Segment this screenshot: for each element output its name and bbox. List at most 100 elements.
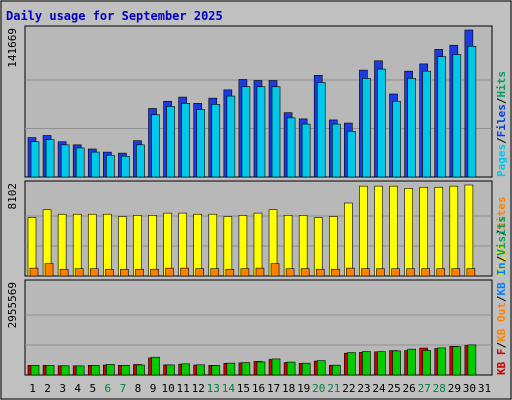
visits-bar (344, 202, 353, 277)
kb-in-bar (106, 364, 115, 376)
kb-in-bar (45, 365, 55, 376)
x-tick-label: 16 (252, 382, 265, 395)
files-bar (121, 155, 130, 178)
files-bar (286, 117, 296, 178)
visits-bar (103, 213, 112, 277)
x-tick-label: 19 (297, 382, 310, 395)
legend-item: Files (495, 104, 508, 137)
files-bar (60, 144, 70, 178)
x-tick-label: 27 (418, 382, 431, 395)
visits-bar (374, 185, 383, 277)
visits-bar (253, 212, 263, 277)
panel-3: 2955569 KB F/KB Out/KB In/Visits (6, 216, 508, 376)
panels-group: 141669Pages/Files/Hits8102Visits/Sites29… (6, 25, 508, 376)
sites-bar (255, 267, 265, 277)
kb-in-bar (75, 365, 85, 376)
kb-in-bar (181, 363, 190, 376)
sites-bar (270, 263, 280, 277)
sites-bar (210, 268, 220, 277)
x-tick-label: 5 (89, 382, 96, 395)
visits-bar (434, 186, 444, 277)
sites-bar (165, 267, 174, 277)
x-tick-label: 23 (357, 382, 370, 395)
sites-bar (421, 268, 430, 277)
legend-item: Pages (495, 144, 508, 177)
sites-bar (451, 268, 461, 277)
x-tick-label: 7 (120, 382, 127, 395)
sites-bar (89, 268, 99, 277)
sites-bar (195, 268, 205, 277)
files-bar (422, 70, 431, 178)
sites-bar (29, 267, 39, 277)
kb-in-bar (211, 365, 221, 376)
visits-bar (404, 188, 413, 277)
kb-in-bar (377, 351, 386, 376)
sites-bar (120, 268, 129, 277)
x-tick-label: 13 (207, 382, 220, 395)
visits-bar (298, 215, 308, 277)
visits-bar (27, 217, 37, 277)
files-bar (241, 86, 251, 178)
kb-in-bar (301, 362, 311, 376)
sites-bar (406, 268, 415, 277)
sites-bar (135, 268, 144, 277)
visits-bar (57, 213, 67, 277)
x-tick-label: 6 (105, 382, 112, 395)
x-tick-label: 14 (222, 382, 236, 395)
visits-bar (72, 213, 82, 277)
panel-2: 8102 Visits/Sites (6, 180, 508, 277)
files-bar (331, 123, 341, 178)
kb-in-bar (241, 362, 251, 376)
sites-bar (285, 268, 295, 277)
x-tick-label: 17 (267, 382, 280, 395)
visits-bar (148, 215, 157, 277)
kb-in-bar (256, 361, 266, 376)
sites-bar (330, 268, 340, 277)
sites-bar (105, 268, 114, 277)
panel-1-max-label: 141669 (6, 28, 19, 68)
kb-in-bar (422, 350, 431, 376)
visits-bar (193, 213, 203, 277)
sites-bar (346, 267, 355, 277)
x-tick-label: 9 (150, 382, 157, 395)
files-bar (181, 103, 190, 178)
files-bar (166, 106, 175, 178)
x-tick-label: 10 (161, 382, 174, 395)
visits-bar (118, 216, 127, 277)
panel-1-legend: Pages/Files/Hits (495, 71, 508, 177)
x-tick-label: 21 (327, 382, 340, 395)
files-bar (196, 109, 206, 178)
sites-bar (361, 268, 370, 277)
kb-in-bar (60, 365, 70, 376)
x-tick-label: 11 (177, 382, 190, 395)
x-tick-label: 24 (372, 382, 386, 395)
files-bar (45, 139, 55, 178)
visits-bar (359, 185, 368, 277)
panel-3-max-label: 2955569 (6, 282, 19, 328)
kb-in-bar (452, 346, 462, 376)
files-bar (392, 100, 401, 178)
kb-in-bar (196, 364, 206, 376)
x-tick-label: 15 (237, 382, 250, 395)
kb-in-bar (90, 365, 100, 376)
sites-bar (391, 268, 400, 277)
chart-title: Daily usage for September 2025 (6, 9, 223, 23)
kb-in-bar (407, 348, 416, 376)
files-bar (106, 154, 115, 178)
sites-bar (300, 268, 310, 277)
kb-in-bar (151, 356, 160, 376)
sites-bar (74, 268, 84, 277)
panel-1: 141669 Pages/Files/Hits (6, 25, 508, 178)
legend-item: Visits (495, 236, 508, 276)
legend-item: Visits (495, 216, 508, 256)
files-bar (437, 56, 447, 178)
kb-in-bar (136, 364, 145, 376)
sites-bar (315, 268, 325, 277)
panel-2-max-label: 8102 (6, 183, 19, 210)
files-bar (75, 147, 85, 178)
kb-in-bar (362, 351, 371, 376)
visits-bar (178, 212, 187, 277)
sites-bar (180, 267, 189, 277)
files-bar (271, 86, 281, 178)
